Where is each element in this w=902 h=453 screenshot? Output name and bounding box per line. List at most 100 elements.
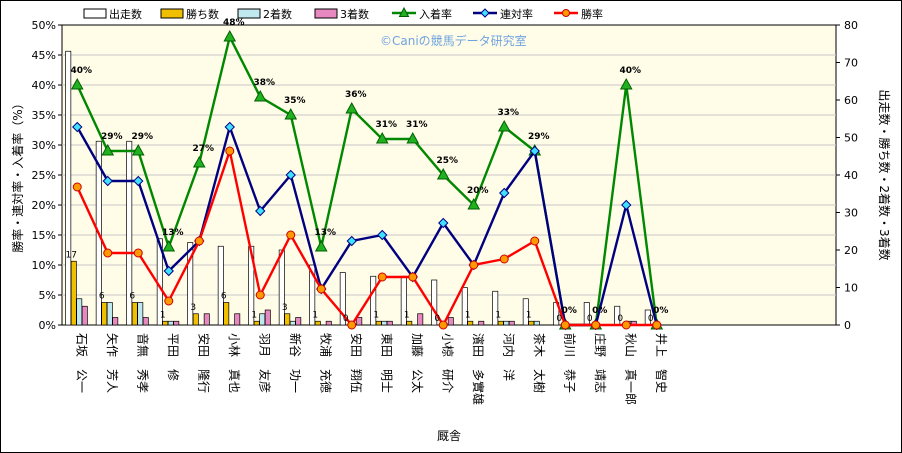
win-count-label: 1 (526, 310, 532, 320)
legend-label: 連対率 (500, 7, 533, 21)
point-勝率 (652, 320, 662, 330)
bar-3着数 (478, 320, 485, 326)
point-勝率 (225, 146, 235, 156)
category-labels: 石坂 公一 矢作 芳人 音無 秀孝 平田 修安田 隆行 小林 真也 羽月 友彦 新谷 功一牧… (74, 333, 669, 405)
category-label: 東田 明士 (379, 333, 393, 393)
right-axis: 0 10 20 30 40 50 60 70 80 (836, 19, 858, 332)
category-label: 濱田 多實雄 (471, 333, 486, 405)
win-count-label: 0 (617, 314, 623, 324)
category-label: 羽月 友彦 (257, 333, 272, 393)
rate-data-label: 0% (562, 306, 577, 316)
bar-3着数 (325, 320, 332, 326)
bar-勝ち数 (162, 320, 169, 326)
legend-swatch-出走数 (83, 8, 107, 19)
point-入着率 (284, 107, 298, 120)
bar-出走数 (126, 140, 133, 326)
point-勝率 (469, 260, 479, 270)
category-label: 安田 翔伍 (349, 333, 364, 393)
win-count-label: 3 (190, 303, 196, 313)
rate-data-label: 25% (436, 156, 458, 166)
rate-data-label: 29% (131, 132, 153, 142)
point-勝率 (530, 236, 540, 246)
rate-data-label: 38% (253, 78, 275, 88)
bar-勝ち数 (406, 320, 413, 326)
bar-勝ち数 (223, 302, 230, 326)
bar-勝ち数 (192, 313, 199, 326)
bar-3着数 (142, 317, 149, 326)
right-tick-label: 60 (844, 94, 858, 107)
bar-3着数 (417, 313, 424, 326)
category-label: 茶木 太樹 (532, 333, 547, 393)
legend-marker (562, 9, 570, 17)
point-勝率 (408, 272, 418, 282)
right-tick-label: 10 (844, 282, 858, 295)
point-入着率 (467, 197, 481, 210)
rate-data-label: 40% (70, 66, 92, 76)
bar-出走数 (217, 245, 224, 326)
right-axis-title: 出走数・勝ち数・2着数・3着数 (877, 89, 892, 260)
category-label: 平田 修 (166, 333, 181, 381)
point-連対率 (377, 229, 388, 241)
point-連対率 (621, 199, 632, 211)
point-勝率 (103, 248, 113, 258)
point-勝率 (133, 248, 143, 258)
point-入着率 (131, 143, 145, 156)
point-入着率 (70, 77, 84, 90)
right-tick-label: 30 (844, 207, 858, 220)
right-tick-label: 50 (844, 132, 858, 145)
win-count-label: 6 (99, 292, 105, 302)
right-tick-label: 40 (844, 169, 858, 182)
bar-勝ち数 (131, 302, 138, 326)
x-axis-title: 厩舎 (437, 429, 461, 443)
rate-data-label: 35% (284, 96, 306, 106)
point-入着率 (223, 29, 237, 42)
left-tick-label: 20% (32, 199, 56, 212)
win-count-label: 6 (221, 292, 227, 302)
legend-label: 入着率 (419, 7, 452, 21)
rate-data-label: 40% (619, 66, 641, 76)
left-tick-label: 35% (32, 109, 56, 122)
bar-出走数 (370, 275, 377, 326)
point-勝率 (438, 320, 448, 330)
rate-data-label: 48% (223, 18, 245, 28)
point-勝率 (591, 320, 601, 330)
rate-data-label: 33% (497, 108, 519, 118)
point-連対率 (102, 175, 113, 187)
bar-出走数 (187, 242, 194, 326)
left-tick-label: 50% (32, 19, 56, 32)
category-label: 小林 真也 (227, 333, 241, 393)
bar-勝ち数 (314, 320, 321, 326)
win-count-label: 1 (373, 310, 379, 320)
left-tick-label: 0% (39, 319, 56, 332)
left-tick-label: 40% (32, 79, 56, 92)
category-label: 秋山 真一郎 (623, 333, 637, 405)
rate-data-label: 13% (162, 228, 184, 238)
point-連対率 (438, 217, 449, 229)
bar-3着数 (386, 320, 393, 326)
rate-data-label: 0% (592, 306, 607, 316)
legend-label: 出走数 (109, 7, 142, 21)
bar-2着数 (533, 320, 540, 326)
win-count-label: 1 (160, 310, 166, 320)
rate-data-label: 29% (101, 132, 123, 142)
legend-swatch-2着数 (237, 8, 261, 19)
category-label: 安田 隆行 (196, 333, 211, 393)
bar-出走数 (431, 279, 438, 326)
point-勝率 (621, 320, 631, 330)
bar-3着数 (508, 320, 515, 326)
point-連対率 (529, 145, 540, 157)
point-勝率 (194, 236, 204, 246)
legend-marker (398, 6, 410, 17)
point-入着率 (497, 119, 511, 132)
point-勝率 (255, 290, 265, 300)
win-count-label: 0 (556, 314, 562, 324)
rate-data-label: 0% (653, 306, 668, 316)
point-入着率 (314, 239, 328, 252)
bar-出走数 (492, 290, 499, 326)
win-count-label: 1 (251, 310, 257, 320)
win-count-label: 0 (587, 314, 593, 324)
right-tick-label: 80 (844, 19, 858, 32)
category-label: 新谷 功一 (288, 333, 303, 393)
rate-data-label: 13% (314, 228, 336, 238)
left-tick-label: 45% (32, 49, 56, 62)
